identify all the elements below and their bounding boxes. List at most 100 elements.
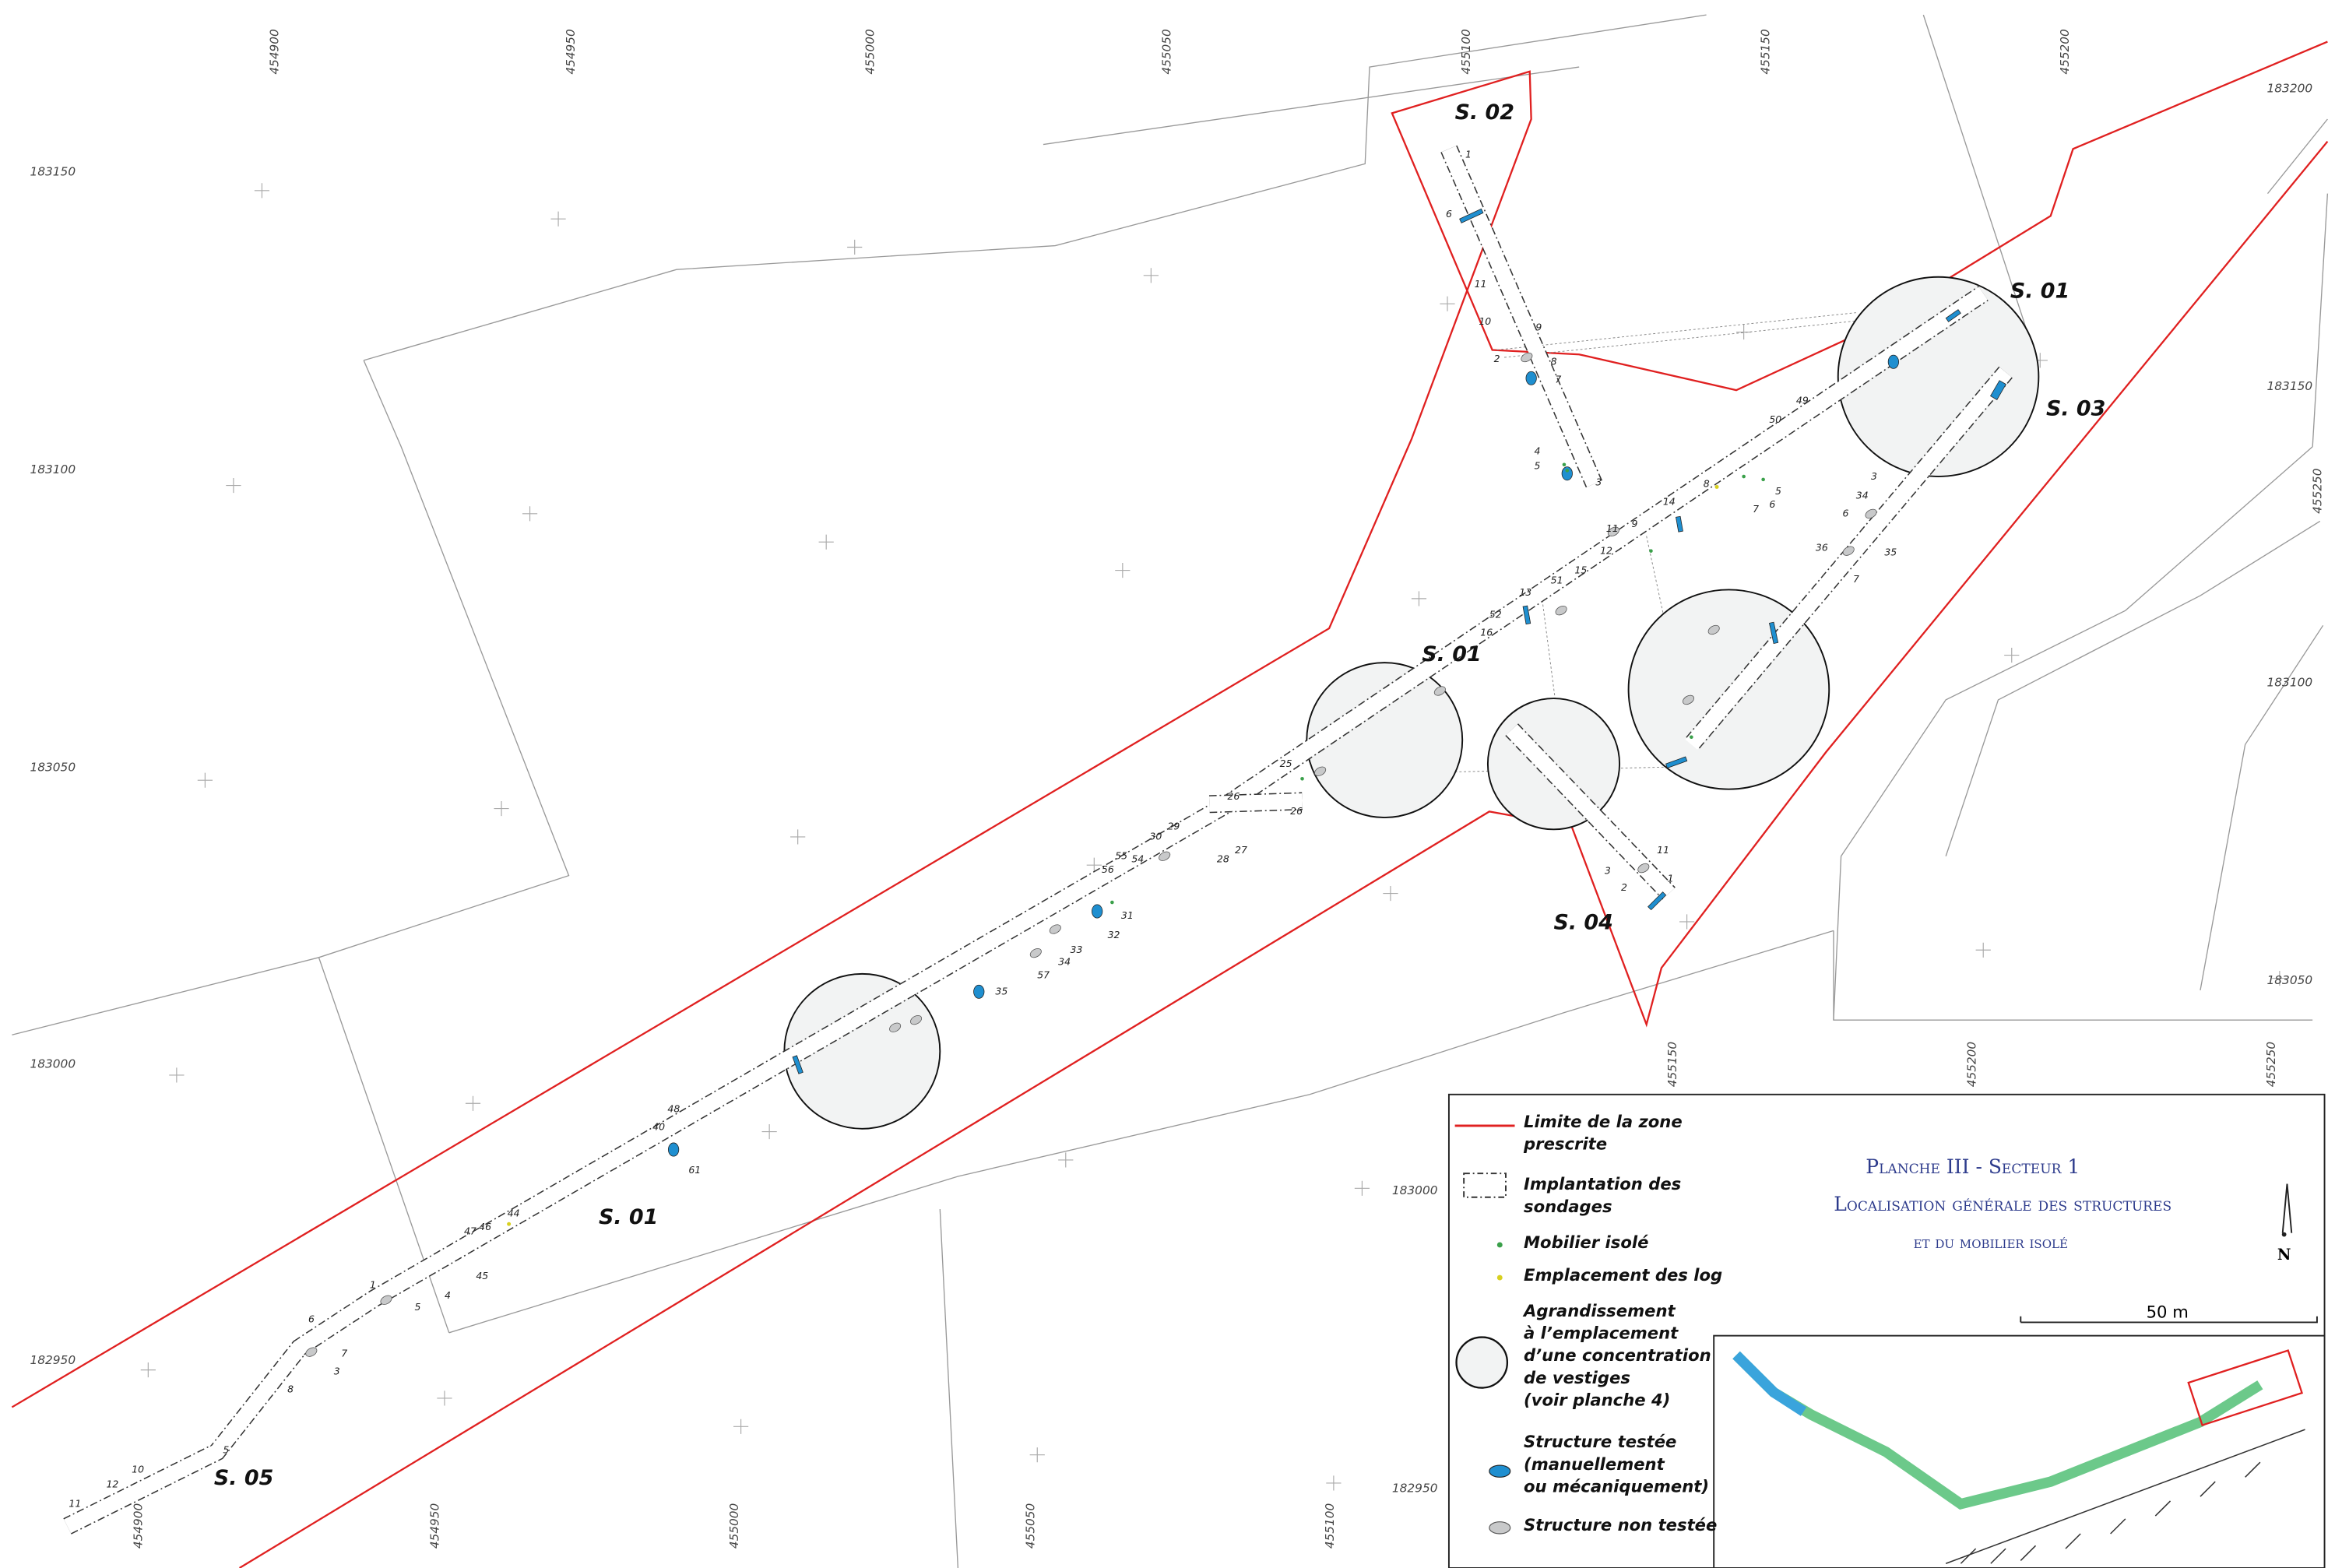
feature-number: 52 [1489,609,1502,621]
grid-cross [254,183,270,199]
untested-structure [1707,624,1720,635]
feature-number: 5 [1775,485,1781,497]
coordinate-label: 455000 [727,1503,741,1549]
feature-number: 11 [1475,278,1487,290]
coordinate-label: 182950 [30,1353,76,1367]
coordinate-label: 455200 [1965,1042,1979,1087]
scale-label: 50 m [2147,1303,2189,1322]
grid-cross [465,1095,481,1111]
grid-cross [761,1124,777,1140]
find-dot [1565,469,1570,473]
legend-trench [1463,1172,1507,1198]
tested-structure [1769,621,1779,645]
feature-number: 27 [1235,844,1247,856]
coordinate-label: 183150 [2266,379,2312,393]
untested-structure [1521,352,1533,363]
feature-number: 35 [995,986,1007,997]
feature-number: 13 [1519,586,1531,598]
feature-number: 34 [1856,490,1869,501]
legend-label: sondages [1524,1197,1612,1216]
legend-label: à l’emplacement [1524,1324,1679,1343]
grid-cross [1029,1447,1045,1463]
feature-number: 16 [1480,627,1493,638]
feature-number: 1 [1465,149,1472,160]
feature-number: 2 [1494,353,1500,364]
feature-number: 9 [1535,322,1542,333]
inset-frame [2187,1349,2304,1426]
coordinate-label: 182950 [1392,1481,1438,1495]
grid-cross [550,211,566,227]
north-arrow [2281,1183,2293,1233]
sector-label: S. 04 [1553,911,1612,935]
feature-number: 11 [1657,844,1669,856]
tested-structure [1887,354,1899,369]
parcel-line [1945,520,2321,856]
untested-structure [1842,546,1855,556]
coordinate-label: 183000 [30,1056,76,1071]
inset-route-blue [1732,1351,1807,1416]
coordinate-label: 454900 [132,1503,146,1549]
grid-cross [1679,914,1695,930]
feature-number: 61 [688,1164,701,1176]
feature-number: 4 [445,1289,451,1301]
feature-number: 56 [1102,863,1114,875]
untested-structure [380,1295,392,1305]
feature-number: 26 [1227,790,1240,802]
legend-label: Structure non testée [1524,1515,1717,1535]
feature-number: 5 [223,1444,229,1456]
feature-number: 5 [415,1301,421,1313]
parcel-line [939,1209,959,1568]
untested-structure [1159,851,1171,861]
feature-number: 2 [1621,881,1627,893]
feature-number: 7 [1555,374,1561,385]
grid-cross [140,1362,156,1378]
sector-label: S. 03 [2046,397,2105,421]
feature-number: 34 [1058,955,1071,967]
legend-label: de vestiges [1524,1368,1630,1387]
legend-label: ou mécaniquement) [1524,1477,1709,1496]
tested-structure [973,984,985,999]
feature-number: 29 [1168,820,1180,831]
legend-label: d’une concentration [1524,1345,1711,1365]
grid-cross [1143,268,1159,283]
grid-cross [1354,1180,1370,1196]
grid-cross [2272,971,2288,986]
title-line: Localisation générale des structures [1834,1193,2171,1215]
untested-structure [889,1022,902,1032]
grid-cross [818,534,834,550]
trench-inner [1685,367,2012,750]
feature-number: 8 [287,1383,294,1394]
tested-structure [1561,466,1573,481]
legend-label: prescrite [1523,1134,1607,1154]
tested-structure [1648,891,1667,911]
feature-number: 10 [132,1464,144,1475]
parcel-line [1833,446,2313,1021]
sector-label: S. 01 [599,1205,658,1229]
coordinate-label: 183050 [2266,973,2312,987]
tested-structure [1665,756,1688,769]
feature-number: 57 [1037,969,1050,981]
coordinate-label: 455050 [1159,29,1173,74]
grid-cross [2004,647,2020,663]
trench-inner [1209,793,1303,812]
feature-number: 26 [1290,805,1303,817]
parcel-line [448,930,1834,1334]
untested-structure [1637,863,1650,874]
legend-yellow-dot [1496,1274,1503,1281]
feature-number: 3 [334,1365,340,1376]
base-layer [11,14,2329,1568]
grid-cross [1115,562,1131,578]
feature-number: 44 [508,1208,520,1219]
feature-number: 25 [1280,758,1292,769]
feature-number: 48 [667,1103,680,1115]
feature-number: 4 [1534,445,1540,456]
coordinate-label: 455250 [2264,1042,2278,1087]
tested-structure [1676,515,1683,533]
legend-blue [1489,1464,1511,1478]
legend-gray [1489,1521,1511,1535]
coordinate-label: 455100 [1323,1503,1337,1549]
parcel-line [12,360,570,1035]
untested-structure [1314,766,1327,776]
